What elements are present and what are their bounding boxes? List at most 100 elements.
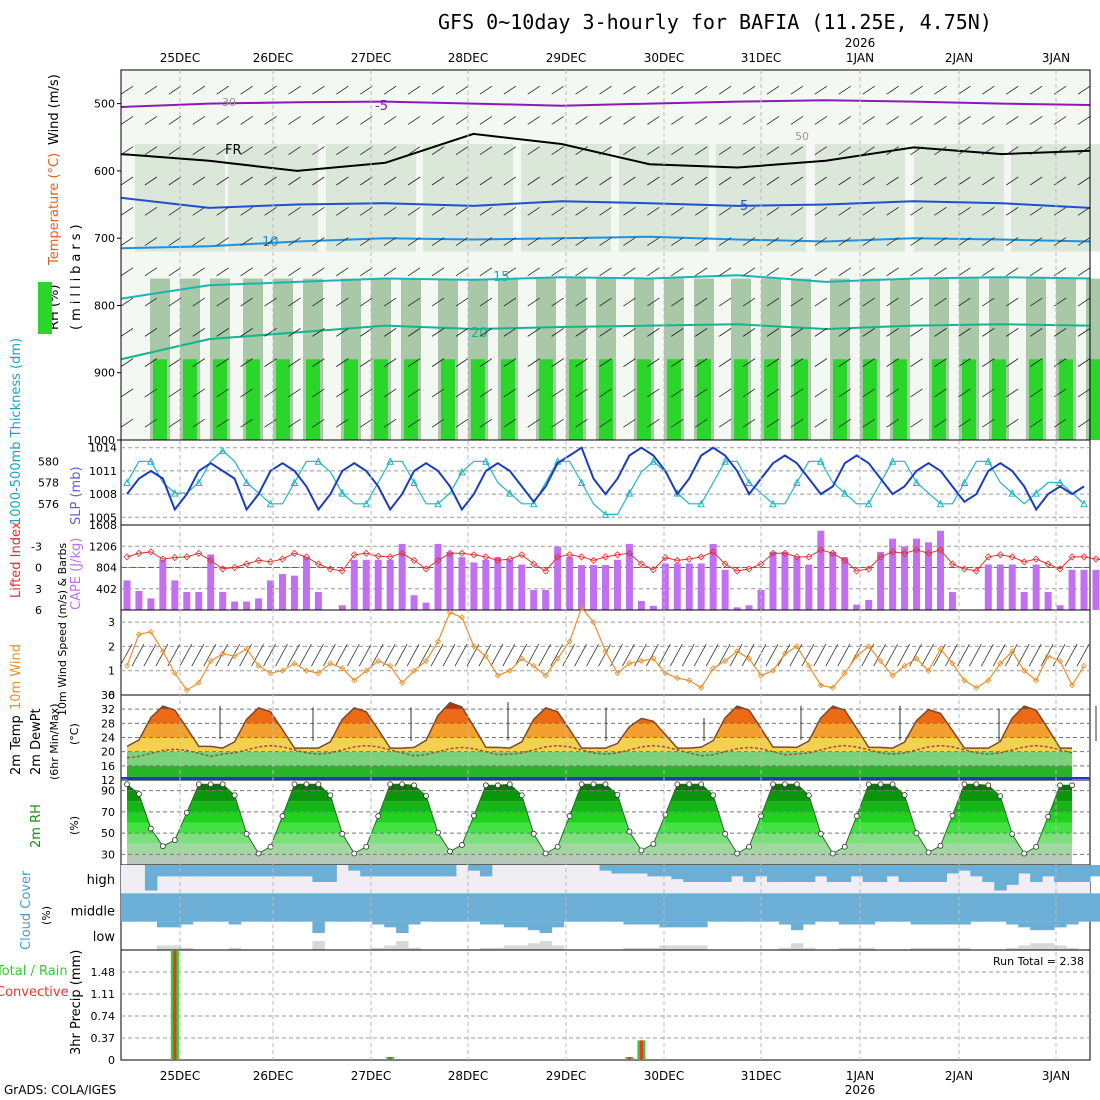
wind-barb [527, 418, 540, 428]
wind-barb [742, 388, 756, 398]
wind-barb [623, 176, 636, 186]
isotherm-label: FR [225, 143, 242, 158]
year-label-bottom: 2026 [845, 1083, 876, 1097]
cloud-bar-high [898, 865, 912, 882]
pressure-axis-label: (millibars) [69, 220, 84, 330]
rh-moist-band [863, 359, 877, 440]
cloud-bar-middle [204, 893, 218, 922]
wind-barb [862, 146, 875, 156]
rh-line [126, 783, 1073, 855]
cloud-bar-high [683, 865, 696, 882]
slp-line [126, 446, 1085, 512]
rh-marker [973, 781, 980, 788]
wind-barb [599, 206, 612, 216]
wind-barb [814, 388, 828, 398]
wind-barb [982, 267, 995, 277]
rh-marker [542, 850, 549, 857]
rh-moist-band [213, 359, 227, 440]
cloud-bar-high [647, 865, 660, 877]
cloud-row-label: high [87, 873, 115, 888]
cloud-bar-middle [575, 893, 589, 922]
wind-barb [551, 176, 564, 186]
thickness-marker [505, 489, 514, 497]
wind-barb [192, 358, 205, 367]
cloud-bar-middle [695, 893, 708, 922]
cloud-bar-high [635, 865, 648, 874]
cape-bar [1068, 569, 1076, 610]
wind-barb [886, 328, 899, 337]
wind-barb [1053, 116, 1067, 125]
wind-barb [599, 85, 612, 95]
cloud-bar-middle [790, 893, 804, 922]
wind-barb [575, 116, 588, 125]
cloud-bar-low [527, 921, 541, 931]
wind10m-marker [159, 648, 166, 655]
cape-bar [434, 543, 442, 610]
cloud-bar-high [719, 865, 732, 882]
cloud-bar-middle [671, 893, 684, 922]
date-label-bottom: 28DEC [448, 1069, 488, 1083]
wind-barb [766, 116, 780, 125]
wind-barb [862, 297, 875, 307]
li-marker [649, 566, 657, 574]
wind-barb [575, 418, 588, 428]
wind-barb [312, 267, 325, 277]
wind-barb [288, 328, 301, 337]
wind-barb [1006, 116, 1019, 125]
date-label-top: 1JAN [846, 51, 874, 65]
cloud-bar-middle [408, 893, 421, 922]
wind-barb [288, 116, 301, 125]
wind-barb [431, 418, 445, 428]
cloud-low-bar [958, 947, 971, 950]
wind-barb [647, 146, 660, 156]
cape-bar [1032, 564, 1040, 610]
wind-barb [479, 418, 493, 428]
wind-barb [383, 206, 397, 216]
cloud-bar-low [790, 921, 804, 931]
wind10m-marker [255, 662, 262, 669]
wind-barb [742, 237, 756, 246]
cape-bar [207, 554, 215, 610]
rh-marker [255, 850, 262, 857]
cloud-bar-high [934, 865, 947, 882]
wind-barb [718, 116, 732, 125]
date-label-bottom: 1JAN [846, 1069, 874, 1083]
cape-bar [267, 580, 275, 610]
cloud-bar-middle [324, 893, 337, 922]
date-label-top: 2JAN [945, 51, 973, 65]
wind-barb [216, 146, 229, 156]
wind10m-barb [969, 643, 982, 667]
cloud-bar-middle [432, 893, 445, 922]
wind-barb [527, 176, 540, 186]
wind-barb [264, 418, 277, 428]
isotherm-label: 15 [493, 270, 510, 285]
wind-barb [958, 237, 971, 246]
wind-barb [383, 418, 397, 428]
temp-unit-label: (°C) [68, 723, 81, 745]
li-marker [637, 560, 645, 568]
wind-barb [575, 328, 588, 337]
cloud-bar-high [862, 865, 876, 882]
rh-moist-band [697, 359, 711, 440]
wind10m-marker [781, 650, 789, 657]
wind-barb [264, 85, 277, 95]
cape-bar [314, 592, 322, 610]
wind-barb [910, 267, 923, 277]
wind-barb [527, 358, 540, 367]
wind-barb [982, 206, 995, 216]
rh-marker [1021, 850, 1028, 857]
wind10m-marker [434, 638, 442, 645]
wind-barb [120, 206, 134, 216]
slp-tick-label: 1011 [89, 465, 117, 478]
wind10m-marker [877, 657, 884, 665]
rh-moist-band [539, 359, 553, 440]
wind-barb [216, 267, 229, 277]
wind-barb [479, 237, 493, 246]
rh-moist-band [344, 359, 358, 440]
wind-barb [694, 297, 708, 307]
wind-barb [718, 237, 732, 246]
rh-marker [136, 791, 142, 797]
wind-barb [455, 176, 469, 186]
cloud-bar-middle [982, 893, 995, 922]
cape-bar [733, 607, 741, 610]
